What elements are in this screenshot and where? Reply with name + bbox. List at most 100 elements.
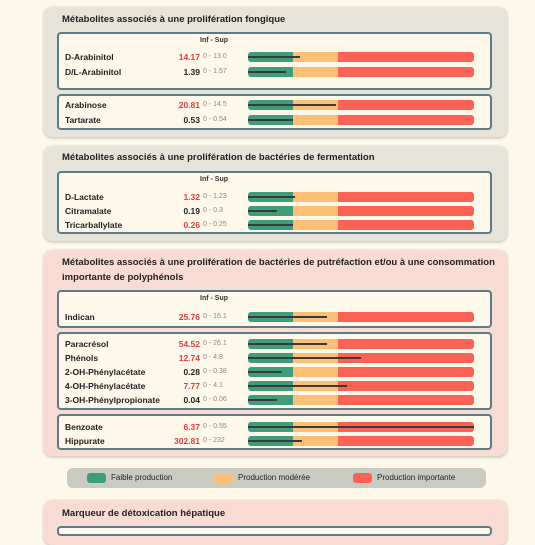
level-marker (248, 371, 282, 373)
legend-label: Production importante (377, 473, 456, 482)
legend-swatch-high (353, 473, 372, 483)
section-title: Métabolites associés à une prolifération… (62, 152, 375, 163)
level-bar-high (338, 367, 474, 377)
level-bar-moderate (293, 206, 339, 216)
metabolite-row: D-Arabinitol 14.17 0 - 13.0 (59, 50, 490, 64)
metabolite-row: Tartarate 0.53 0 - 0.54 (59, 113, 490, 127)
level-bar-moderate (293, 52, 339, 62)
level-marker (248, 440, 302, 442)
metabolite-name: Tartarate (65, 115, 101, 125)
level-bar-moderate (293, 436, 339, 446)
range-header: Inf - Sup (200, 295, 228, 302)
metabolite-value: 7.77 (183, 381, 200, 391)
reference-range: 0 - 232 (203, 437, 225, 444)
legend-swatch-low (87, 473, 106, 483)
level-bar-moderate (293, 67, 339, 77)
level-bar-high (338, 100, 474, 110)
level-bar-high (338, 192, 474, 202)
metabolite-group: Benzoate 6.37 0 - 0.55 Hippurate 302.81 0 - … (57, 414, 492, 450)
metabolite-row: 2-OH-Phénylacétate 0.28 0 - 0.38 (59, 365, 490, 379)
level-bar-high (338, 395, 474, 405)
level-bar-high (338, 220, 474, 230)
legend-swatch-moderate (214, 473, 233, 483)
level-marker (248, 343, 327, 345)
reference-range: 0 - 4.8 (203, 354, 223, 361)
metabolite-row: D/L-Arabinitol 1.39 0 - 1.57 (59, 65, 490, 79)
section-title: Marqueur de détoxication hépatique (62, 508, 226, 519)
section-fermentation: Métabolites associés à une prolifération… (44, 146, 507, 241)
level-marker (248, 119, 293, 121)
metabolite-row: Citramalate 0.19 0 - 0.3 (59, 204, 490, 218)
range-header: Inf - Sup (200, 176, 228, 183)
level-bar-moderate (293, 395, 339, 405)
section-title: Métabolites associés à une prolifération… (62, 14, 286, 25)
metabolite-value: 6.37 (183, 422, 200, 432)
metabolite-group: Arabinose 20.81 0 - 14.5 Tartarate 0.53 0 - … (57, 94, 492, 130)
level-bar-moderate (293, 220, 339, 230)
level-bar-moderate (293, 115, 339, 125)
reference-range: 0 - 16.1 (203, 313, 227, 320)
metabolite-row: Tricarballylate 0.26 0 - 0.25 (59, 218, 490, 232)
level-bar-high (338, 52, 474, 62)
reference-range: 0 - 0.54 (203, 116, 227, 123)
metabolite-group: Paracrésol 54.52 0 - 26.1 Phénols 12.74 0 - … (57, 332, 492, 410)
level-bar-moderate (293, 192, 339, 202)
level-bar-high (338, 67, 474, 77)
metabolite-name: Benzoate (65, 422, 103, 432)
metabolite-value: 0.04 (183, 395, 200, 405)
metabolite-value: 0.19 (183, 206, 200, 216)
level-marker (248, 210, 277, 212)
metabolite-name: 2-OH-Phénylacétate (65, 367, 146, 377)
section-title: Métabolites associés à une prolifération… (62, 257, 495, 283)
reference-range: 0 - 0.06 (203, 396, 227, 403)
metabolite-name: 4-OH-Phénylacétate (65, 381, 146, 391)
metabolite-name: D-Arabinitol (65, 52, 114, 62)
metabolite-value: 20.81 (178, 100, 200, 110)
metabolite-name: Arabinose (65, 100, 107, 110)
level-marker (248, 104, 336, 106)
metabolite-row: Phénols 12.74 0 - 4.8 (59, 351, 490, 365)
metabolite-name: Tricarballylate (65, 220, 123, 230)
section-putrefaction: Métabolites associés à une prolifération… (44, 250, 507, 456)
metabolite-name: Indican (65, 312, 95, 322)
range-header: Inf - Sup (200, 37, 228, 44)
metabolite-row: D-Lactate 1.32 0 - 1.23 (59, 190, 490, 204)
metabolite-group: Inf - Sup D-Arabinitol 14.17 0 - 13.0 D/L-… (57, 32, 492, 90)
reference-range: 0 - 0.25 (203, 221, 227, 228)
metabolite-name: Paracrésol (65, 339, 109, 349)
metabolite-value: 25.76 (178, 312, 200, 322)
legend: Faible production Production modérée Pro… (67, 468, 486, 488)
metabolite-row: Paracrésol 54.52 0 - 26.1 (59, 337, 490, 351)
reference-range: 0 - 0.55 (203, 423, 227, 430)
level-marker (248, 196, 295, 198)
level-bar-high (338, 339, 474, 349)
level-marker (248, 357, 361, 359)
metabolite-row: Indican 25.76 0 - 16.1 (59, 310, 490, 324)
level-bar (248, 395, 474, 405)
metabolite-value: 1.39 (183, 67, 200, 77)
level-marker (248, 56, 300, 58)
reference-range: 0 - 1.23 (203, 193, 227, 200)
metabolite-group: Inf - Sup Indican 25.76 0 - 16.1 (57, 290, 492, 328)
reference-range: 0 - 4.1 (203, 382, 223, 389)
metabolite-value: 0.26 (183, 220, 200, 230)
reference-range: 0 - 14.5 (203, 101, 227, 108)
legend-label: Faible production (111, 473, 173, 482)
metabolite-value: 0.53 (183, 115, 200, 125)
metabolite-value: 302.81 (174, 436, 200, 446)
level-marker (248, 224, 293, 226)
section-detox: Marqueur de détoxication hépatique (44, 500, 507, 545)
level-bar (248, 206, 474, 216)
metabolite-name: D-Lactate (65, 192, 104, 202)
reference-range: 0 - 1.57 (203, 68, 227, 75)
level-marker (248, 399, 277, 401)
metabolite-name: 3-OH-Phénylpropionate (65, 395, 160, 405)
metabolite-row: 4-OH-Phénylacétate 7.77 0 - 4.1 (59, 379, 490, 393)
level-bar-high (338, 115, 474, 125)
metabolite-group: Inf - Sup D-Lactate 1.32 0 - 1.23 Citramal… (57, 171, 492, 234)
metabolite-name: Phénols (65, 353, 99, 363)
level-bar-high (338, 436, 474, 446)
level-bar-high (338, 206, 474, 216)
metabolite-value: 0.28 (183, 367, 200, 377)
metabolite-row: Arabinose 20.81 0 - 14.5 (59, 98, 490, 112)
